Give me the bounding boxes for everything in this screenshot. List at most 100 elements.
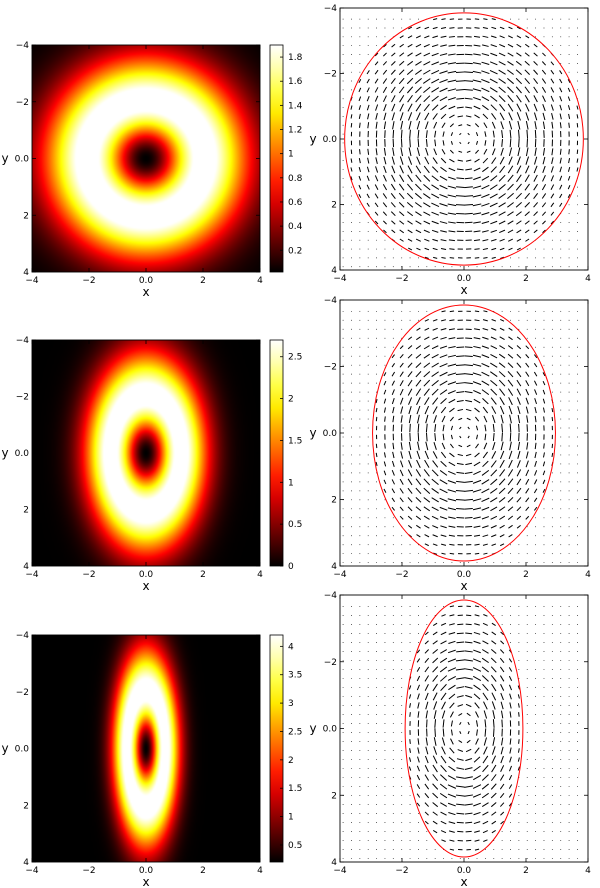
quiver-arrow <box>447 489 457 493</box>
y-axis-label: y <box>309 426 316 440</box>
quiver-arrow <box>408 450 412 459</box>
quiver-arrow <box>439 363 448 368</box>
quiver-arrow <box>490 506 498 512</box>
quiver-arrow <box>456 400 464 403</box>
x-tick-label: −2 <box>395 866 408 876</box>
quiver-arrow <box>441 839 446 842</box>
quiver-arrow <box>542 407 545 413</box>
quiver-arrow <box>465 453 472 457</box>
quiver-arrow <box>482 622 488 626</box>
quiver-arrow <box>449 158 455 163</box>
quiver-arrow <box>467 132 470 136</box>
quiver-arrow <box>416 675 421 682</box>
quiver-arrow <box>490 478 498 486</box>
quiver-arrow <box>491 247 497 251</box>
quiver-arrow <box>518 712 520 717</box>
quiver-arrow <box>507 353 514 359</box>
quiver-arrow <box>408 247 413 251</box>
quiver-arrow <box>415 165 422 174</box>
quiver-arrow <box>481 675 489 682</box>
quiver-arrow <box>459 731 462 734</box>
quiver-arrow <box>391 470 395 476</box>
quiver-arrow <box>390 86 396 94</box>
quiver-arrow <box>499 515 506 520</box>
quiver-arrow <box>425 710 428 719</box>
quiver-arrow <box>359 122 361 128</box>
quiver-arrow <box>475 425 479 431</box>
x-tick-label: 4 <box>585 570 591 580</box>
quiver-arrow <box>473 684 481 691</box>
quiver-arrow <box>551 113 554 120</box>
quiver-arrow <box>431 371 439 377</box>
quiver-arrow <box>500 450 505 460</box>
quiver-arrow <box>483 737 487 746</box>
quiver-arrow <box>409 712 411 717</box>
axes-frame <box>339 7 589 271</box>
quiver-arrow <box>391 380 395 386</box>
x-tick-label: 0.0 <box>457 866 472 876</box>
quiver-arrow <box>432 247 438 251</box>
quiver-arrow <box>524 86 530 94</box>
quiver-arrow <box>516 469 522 477</box>
quiver-arrow <box>525 103 530 112</box>
quiver-arrow <box>567 166 571 172</box>
quiver-arrow <box>425 737 428 746</box>
quiver-arrow <box>499 156 505 165</box>
quiver-arrow <box>516 524 521 529</box>
quiver-arrow <box>448 167 456 172</box>
y-tick-label: −2 <box>324 363 337 373</box>
quiver-arrow <box>447 498 457 502</box>
quiver-arrow <box>483 256 488 259</box>
quiver-arrow <box>518 138 520 148</box>
quiver-arrow <box>415 371 422 378</box>
quiver-arrow <box>490 674 497 682</box>
axes-3-ticks: −4 −2 0.0 2 4 4 2 0.0 −2 −4 x y <box>309 296 591 593</box>
quiver-arrow <box>464 62 473 65</box>
quiver-arrow <box>481 70 490 75</box>
quiver-arrow <box>466 712 471 717</box>
quiver-arrow <box>499 802 505 807</box>
quiver-arrow <box>508 147 513 157</box>
quiver-arrow <box>440 640 447 645</box>
quiver-arrow <box>525 156 530 165</box>
quiver-arrow <box>392 121 395 130</box>
quiver-arrow <box>447 480 457 484</box>
quiver-arrow <box>390 78 396 85</box>
quiver-arrow <box>415 388 422 396</box>
quiver-arrow <box>456 758 464 761</box>
quiver-arrow <box>449 552 455 555</box>
quiver-arrow <box>508 534 513 538</box>
quiver-arrow <box>508 784 513 789</box>
quiver-arrow <box>423 220 431 225</box>
quiver-arrow <box>507 95 514 103</box>
quiver-arrow <box>534 156 538 165</box>
quiver-arrow <box>498 362 506 368</box>
quiver-arrow <box>507 60 514 66</box>
quiver-arrow <box>474 248 480 250</box>
quiver-arrow <box>481 212 490 216</box>
quiver-arrow <box>423 379 431 387</box>
quiver-arrow <box>423 362 431 368</box>
quiver-arrow <box>483 701 488 710</box>
quiver-arrow <box>491 622 496 626</box>
quiver-arrow <box>491 406 497 414</box>
quiver-arrow <box>423 211 431 216</box>
quiver-arrow <box>482 451 488 459</box>
quiver-arrow <box>516 497 522 503</box>
quiver-arrow <box>508 247 513 251</box>
quiver-arrow <box>449 452 455 458</box>
quiver-field <box>342 18 579 268</box>
x-tick-label: −2 <box>82 276 95 286</box>
quiver-arrow <box>456 508 465 510</box>
x-tick-label: −2 <box>395 570 408 580</box>
quiver-arrow <box>492 139 495 147</box>
quiver-arrow <box>509 138 512 148</box>
quiver-arrow <box>464 785 474 788</box>
quiver-arrow <box>407 345 413 350</box>
quiver-arrow <box>407 371 413 378</box>
quiver-arrow <box>417 414 420 424</box>
quiver-arrow <box>508 327 513 331</box>
quiver-arrow <box>447 649 456 654</box>
panel-6 <box>339 594 589 863</box>
quiver-arrow <box>472 498 482 502</box>
